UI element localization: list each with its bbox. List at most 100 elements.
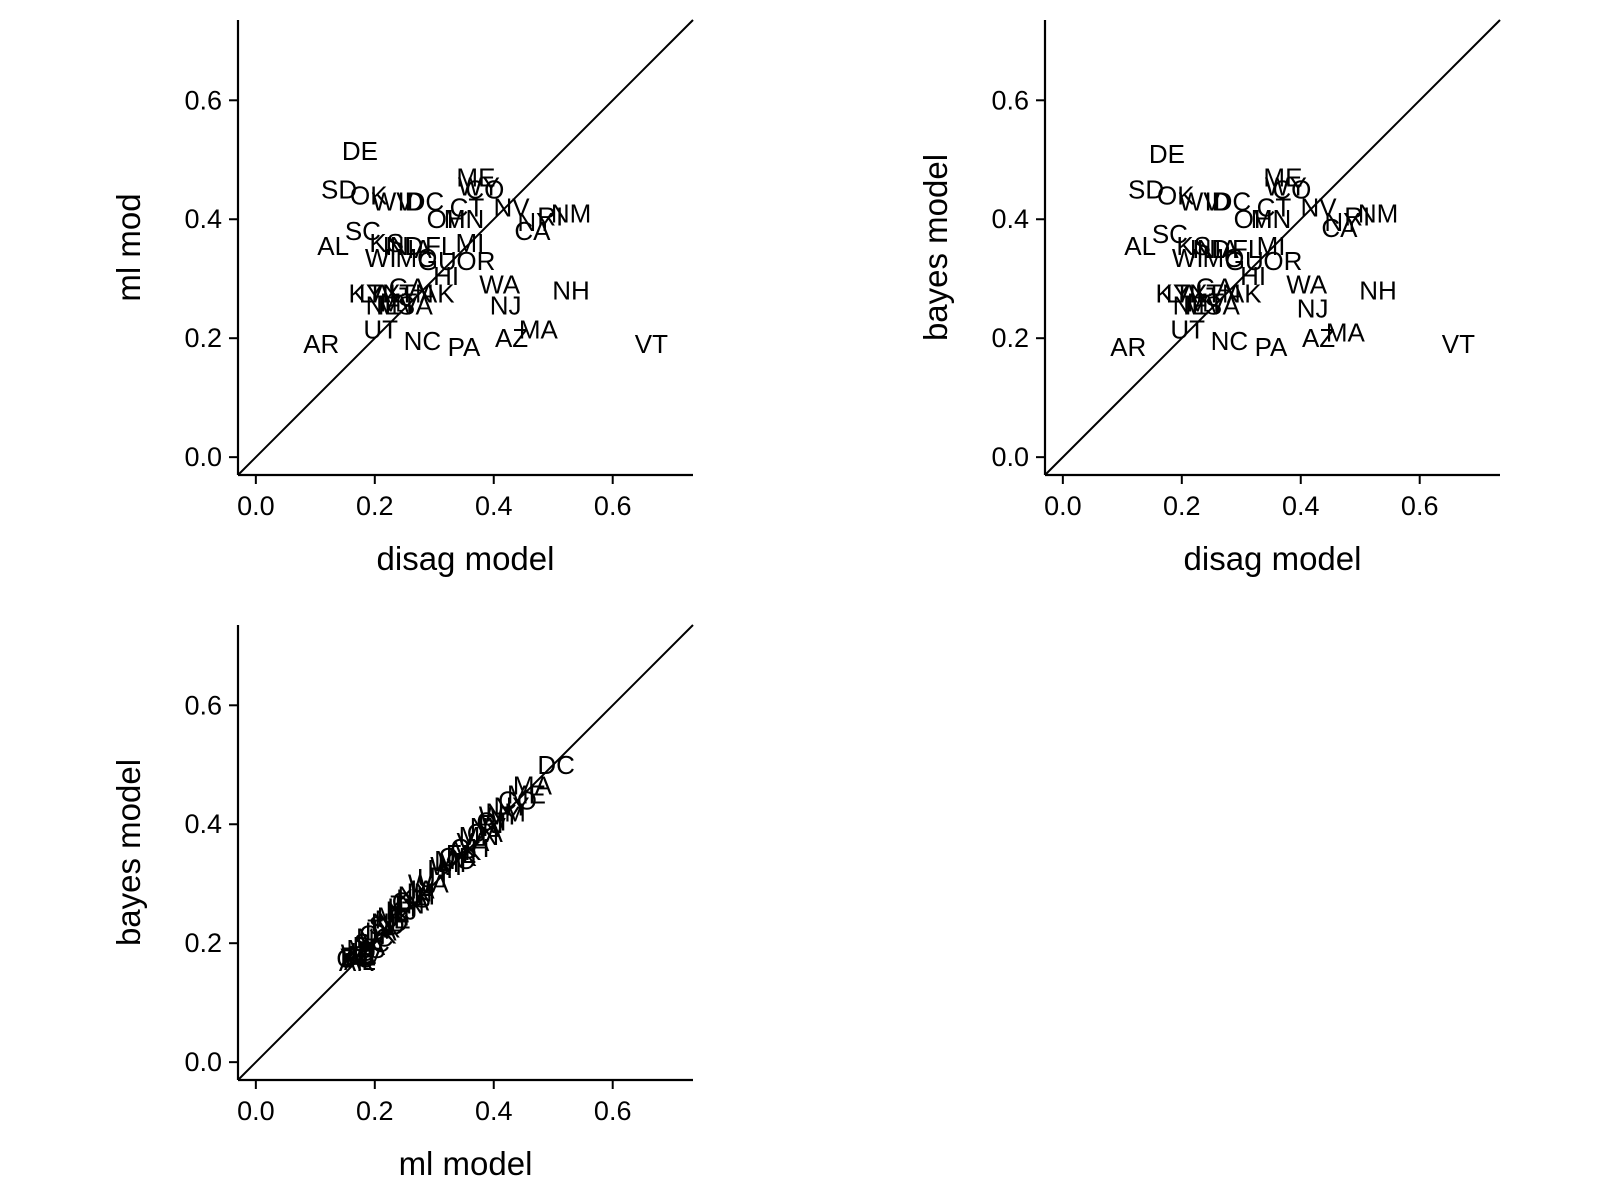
y-tick-label: 0.0 <box>184 1047 222 1077</box>
point-label: OH <box>427 204 466 234</box>
point-label: KS <box>369 228 404 258</box>
point-label: NC <box>356 922 394 952</box>
point-label: MI <box>1257 231 1286 261</box>
point-label: TX <box>367 913 400 943</box>
identity-line <box>237 19 694 476</box>
point-label: WA <box>1286 270 1328 300</box>
point-label: NH <box>552 276 590 306</box>
x-tick-label: 0.2 <box>356 1096 394 1126</box>
point-label: OK <box>350 180 388 210</box>
point-label: NY <box>1324 207 1360 237</box>
point-label: DC <box>1214 186 1252 216</box>
point-label: ME <box>1263 163 1302 193</box>
point-label: AZ <box>495 323 528 353</box>
point-label: NV <box>470 812 507 842</box>
point-label: FL <box>446 839 476 869</box>
point-label: NE <box>366 290 402 320</box>
point-label: MT <box>1187 288 1225 318</box>
point-label: AK <box>1227 279 1262 309</box>
point-label: CT <box>450 192 485 222</box>
point-label: WY <box>1265 172 1307 202</box>
point-label: WV <box>1179 186 1222 216</box>
point-label: AL <box>1124 231 1156 261</box>
point-label: MI <box>456 228 485 258</box>
point-label: WI <box>430 851 462 881</box>
y-tick-label: 0.0 <box>184 442 222 472</box>
point-label: SC <box>354 928 390 958</box>
y-tick-label: 0.4 <box>184 809 222 839</box>
point-label: NE <box>375 904 411 934</box>
y-tick-label: 0.2 <box>991 323 1029 353</box>
point-label: NE <box>1173 290 1209 320</box>
point-label: IL <box>1189 279 1211 309</box>
point-label: SC <box>345 216 381 246</box>
point-label: LA <box>359 279 391 309</box>
point-label: GA <box>392 887 430 917</box>
point-label: WV <box>341 938 384 968</box>
point-label: RI <box>478 809 504 839</box>
point-label: SC <box>1152 219 1188 249</box>
point-label: FL <box>425 231 455 261</box>
point-label: PA <box>352 931 385 961</box>
point-label: MA <box>1326 317 1366 347</box>
point-label: KS <box>396 884 431 914</box>
x-tick-label: 0.0 <box>237 491 275 521</box>
point-label: VT <box>340 942 373 972</box>
y-tick-label: 0.0 <box>991 442 1029 472</box>
point-label: WY <box>458 172 500 202</box>
point-label: AL <box>317 231 349 261</box>
point-label: ID <box>397 186 423 216</box>
point-label: CO <box>1272 175 1311 205</box>
point-label: HI <box>433 261 459 291</box>
point-label: PA <box>1255 332 1288 362</box>
point-label: TN <box>399 279 434 309</box>
point-label: WA <box>408 869 450 899</box>
point-label: TX <box>1174 279 1207 309</box>
x-axis-title: disag model <box>377 540 555 577</box>
y-axis-title: bayes model <box>917 154 954 341</box>
point-label: NY <box>517 207 553 237</box>
point-label: NH <box>398 881 436 911</box>
point-label: WV <box>372 186 415 216</box>
x-tick-label: 0.6 <box>1401 491 1439 521</box>
point-label: MT <box>380 288 418 318</box>
point-label: IA <box>407 234 432 264</box>
scatter-panel-ml-vs-bayes: 0.0 0.2 0.4 0.6 0.0 0.2 0.4 0.6 DCMAMECONYNMWYCT… <box>110 624 694 1182</box>
point-label: MA <box>519 314 559 344</box>
point-label: AK <box>447 836 482 866</box>
point-label: CA <box>467 818 504 848</box>
point-label: CT <box>476 806 511 836</box>
point-label: UT <box>1170 314 1205 344</box>
y-tick-label: 0.2 <box>184 323 222 353</box>
x-axis-title: ml model <box>399 1145 533 1182</box>
point-label: KY <box>349 279 384 309</box>
point-label: CO <box>465 175 504 205</box>
point-label: MT <box>377 901 415 931</box>
point-label: AR <box>339 947 375 977</box>
point-label: IL <box>382 279 404 309</box>
point-label: ID <box>1204 186 1230 216</box>
y-tick-label: 0.6 <box>184 85 222 115</box>
point-label: UT <box>417 863 452 893</box>
point-label: IN <box>406 878 432 908</box>
point-label: ND <box>1193 234 1231 264</box>
point-label: NC <box>404 326 442 356</box>
x-tick-label: 0.4 <box>475 1096 513 1126</box>
point-label: LA <box>365 916 397 946</box>
x-tick-label: 0.2 <box>1163 491 1201 521</box>
y-tick-label: 0.4 <box>991 204 1029 234</box>
point-label: SD <box>1128 175 1164 205</box>
point-label: MN <box>1251 204 1291 234</box>
point-label: AR <box>303 329 339 359</box>
x-tick-label: 0.0 <box>1044 491 1082 521</box>
y-tick-label: 0.2 <box>184 928 222 958</box>
point-label: KY <box>387 893 422 923</box>
point-label: MO <box>1202 243 1244 273</box>
point-label: MA <box>513 771 553 801</box>
x-tick-label: 0.4 <box>475 491 513 521</box>
point-label: CO <box>498 785 537 815</box>
